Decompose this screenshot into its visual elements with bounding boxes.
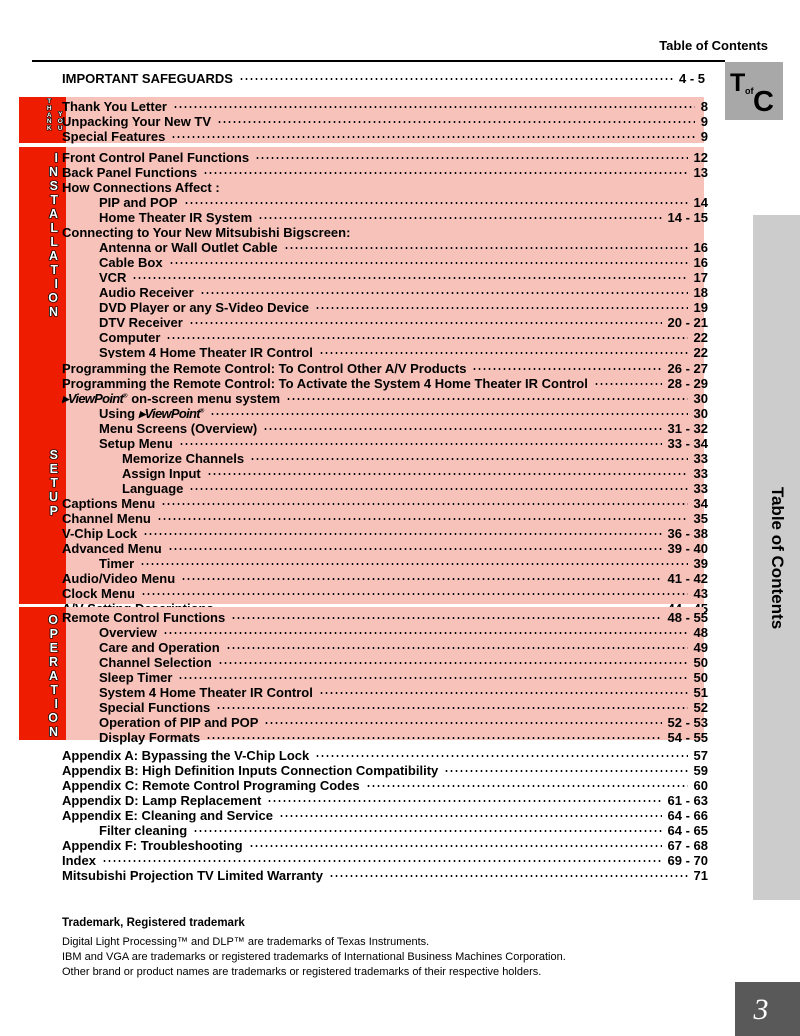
svg-text:C: C (753, 86, 774, 118)
svg-text:T: T (730, 69, 745, 97)
